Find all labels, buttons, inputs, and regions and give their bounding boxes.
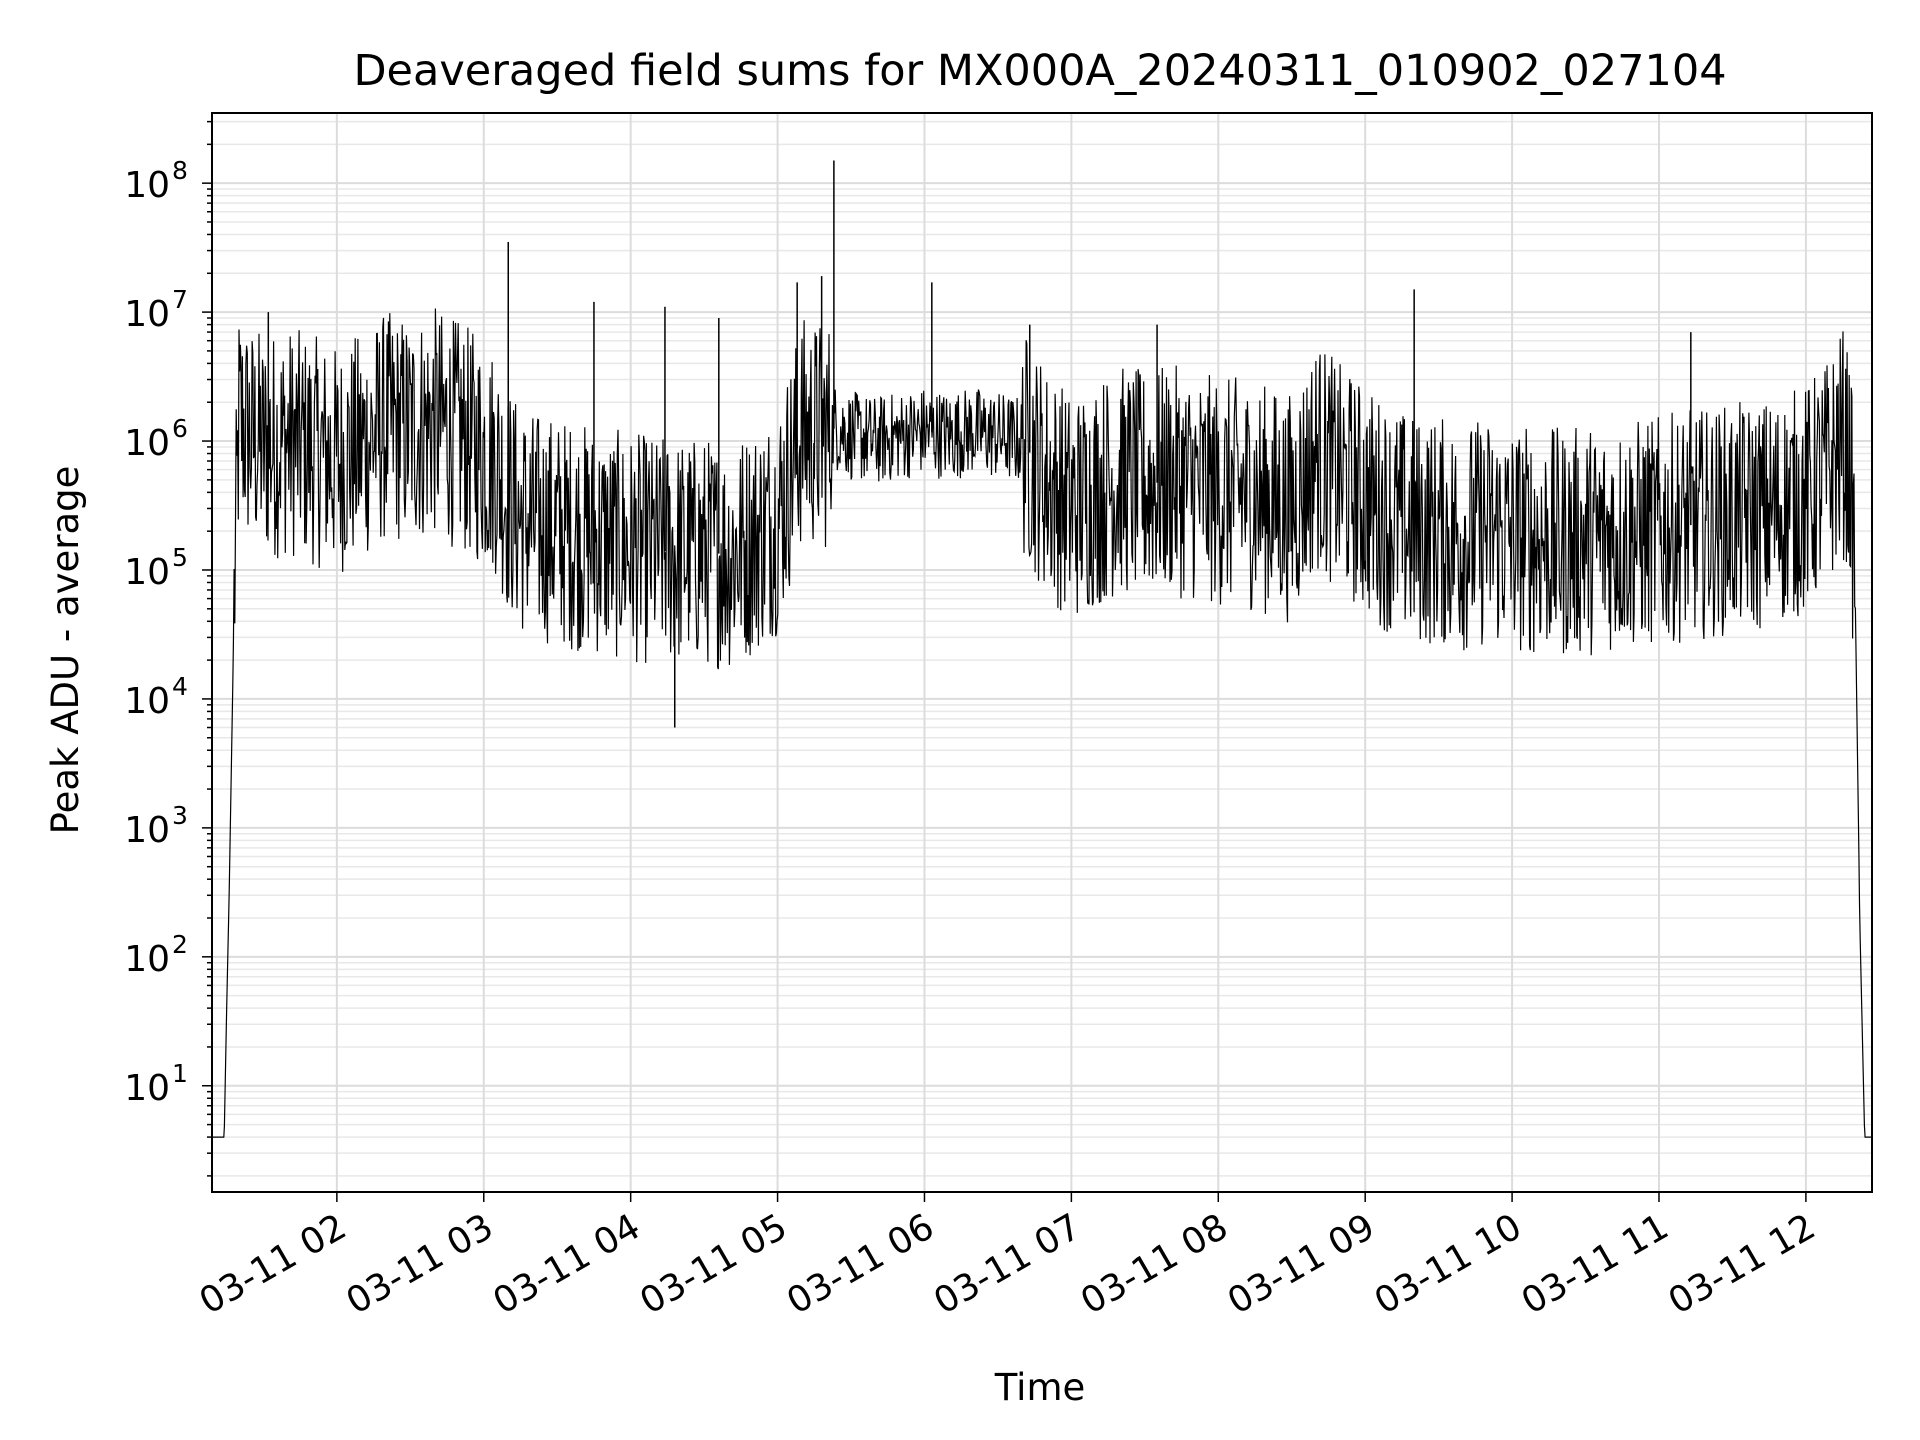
y-tick-exponent: 6: [172, 414, 188, 443]
y-tick-label: 10: [124, 810, 170, 851]
chart-title: Deaveraged field sums for MX000A_2024031…: [353, 46, 1726, 96]
y-tick-label: 10: [124, 681, 170, 722]
y-tick-exponent: 5: [172, 543, 188, 572]
y-tick-label: 10: [124, 423, 170, 464]
y-tick-exponent: 7: [172, 285, 188, 314]
y-axis-label: Peak ADU - average: [44, 466, 87, 835]
y-tick-label: 10: [124, 294, 170, 335]
axes-frame: [211, 112, 1873, 1193]
y-tick-label: 10: [124, 939, 170, 980]
y-tick-label: 10: [124, 552, 170, 593]
x-axis-label: Time: [994, 1366, 1086, 1409]
y-tick-exponent: 1: [172, 1059, 188, 1088]
y-tick-label: 10: [124, 1068, 170, 1109]
y-tick-label: 10: [124, 165, 170, 206]
y-tick-exponent: 4: [172, 672, 188, 701]
plot-area: [212, 160, 1872, 1138]
series-line: [212, 308, 1872, 1138]
grid: [212, 113, 1872, 1192]
y-tick-exponent: 2: [172, 930, 188, 959]
y-tick-exponent: 3: [172, 801, 188, 830]
y-tick-exponent: 8: [172, 156, 188, 185]
